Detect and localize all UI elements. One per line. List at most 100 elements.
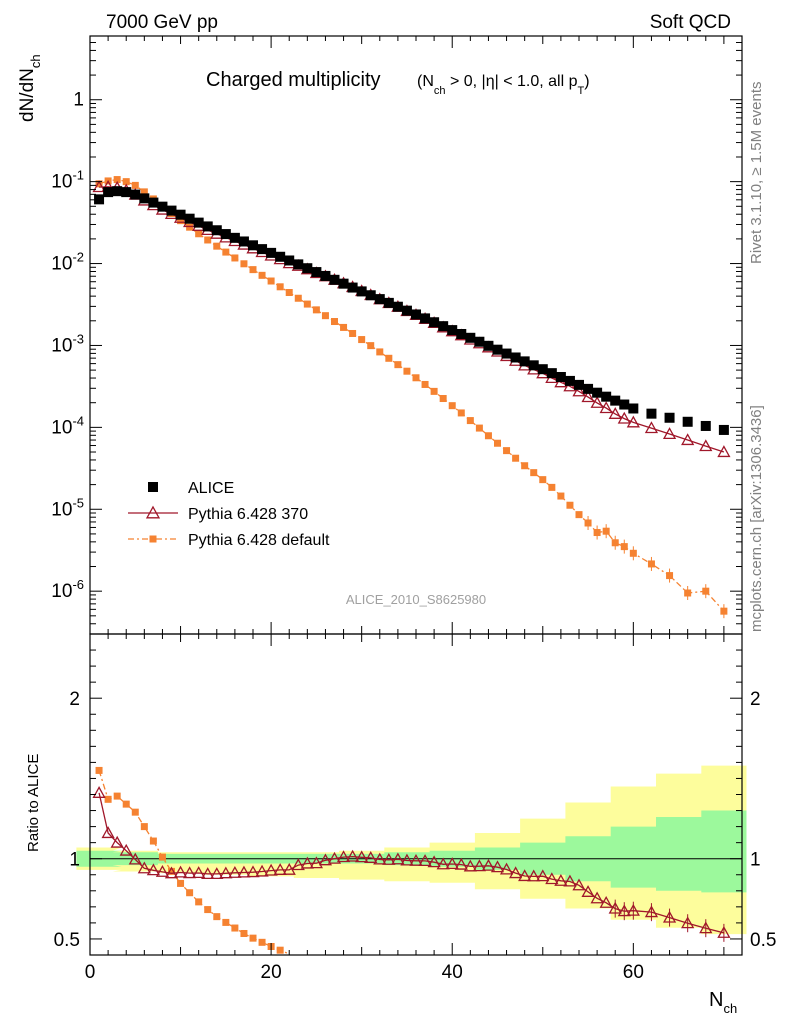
ratio-point-pythia-370	[210, 867, 224, 879]
point-pythia-default	[566, 501, 574, 509]
ratio-point-pythia-370	[608, 901, 622, 914]
point-alice	[266, 247, 277, 258]
point-alice	[112, 186, 123, 197]
point-alice	[148, 197, 159, 208]
ratio-point-pythia-370	[472, 859, 486, 872]
main-ylabel: dN/dNch	[17, 54, 43, 122]
ratio-point-pythia-default	[231, 924, 239, 932]
ratio-point-pythia-370	[300, 856, 314, 869]
point-alice	[392, 301, 403, 312]
side-label-mcplots: mcplots.cern.ch [arXiv:1306.3436]	[748, 405, 765, 632]
ratio-point-pythia-default	[204, 906, 212, 914]
point-alice	[284, 255, 295, 266]
point-alice	[248, 240, 258, 251]
point-alice	[718, 424, 729, 435]
y-tick-label: 10-4	[51, 413, 84, 438]
point-pythia-default	[321, 312, 329, 320]
ratio-point-pythia-370	[681, 916, 695, 929]
point-pythia-default	[539, 476, 547, 484]
point-pythia-default	[602, 527, 610, 535]
point-pythia-default	[231, 254, 239, 262]
ratio-point-pythia-370	[364, 851, 378, 863]
ratio-point-pythia-370	[418, 854, 432, 866]
point-alice	[365, 290, 376, 301]
point-pythia-default	[385, 354, 393, 362]
point-alice	[166, 205, 177, 216]
legend-marker-alice	[148, 482, 158, 492]
point-pythia-default	[376, 348, 384, 356]
point-alice	[311, 267, 322, 278]
point-alice	[592, 387, 603, 398]
ratio-band-inner	[76, 810, 747, 893]
xlabel: Nch	[709, 989, 737, 1016]
main-title-sub: (Nch > 0, |η| < 1.0, all pT)	[417, 73, 590, 97]
point-pythia-default	[403, 367, 411, 375]
x-tick-label: 60	[623, 962, 644, 983]
ratio-point-pythia-default	[131, 808, 139, 816]
point-alice	[374, 294, 385, 305]
point-pythia-default	[720, 607, 728, 615]
ratio-point-pythia-370	[662, 910, 677, 923]
ratio-point-pythia-370	[391, 852, 405, 865]
legend-label: ALICE	[188, 480, 234, 497]
point-alice	[401, 305, 412, 316]
ratio-point-pythia-default	[276, 946, 284, 954]
point-alice	[601, 391, 612, 402]
point-pythia-default	[684, 589, 692, 597]
point-pythia-370	[608, 407, 622, 419]
y-tick-label: 10-6	[51, 577, 84, 602]
ratio-y-tick-label: 1	[69, 850, 80, 871]
point-alice	[383, 297, 394, 308]
point-pythia-default	[204, 236, 212, 244]
point-pythia-default	[240, 260, 248, 268]
ratio-y-tick-label-right: 1	[750, 850, 761, 871]
ratio-panel	[76, 765, 747, 955]
ratio-y-tick-label-right: 2	[750, 689, 761, 710]
point-alice	[293, 259, 304, 270]
point-pythia-default	[213, 242, 221, 250]
ratio-point-pythia-370	[509, 866, 523, 879]
point-alice	[483, 340, 494, 351]
point-pythia-default	[457, 409, 465, 417]
point-alice	[510, 352, 521, 363]
point-alice	[220, 229, 231, 240]
point-alice	[130, 189, 141, 200]
x-tick-label: 40	[442, 962, 463, 983]
ratio-point-pythia-370	[309, 856, 323, 869]
point-alice	[157, 201, 168, 212]
point-pythia-default	[358, 336, 366, 344]
point-alice	[583, 383, 594, 394]
point-alice	[519, 356, 530, 367]
ratio-point-pythia-default	[249, 934, 257, 942]
x-tick-label: 20	[261, 962, 282, 983]
point-pythia-370	[681, 433, 695, 446]
point-pythia-default	[575, 511, 583, 519]
point-pythia-default	[584, 519, 592, 527]
point-alice	[474, 336, 485, 347]
point-alice	[628, 403, 639, 414]
y-tick-label: 10-2	[51, 250, 84, 275]
ratio-point-pythia-default	[168, 867, 175, 875]
point-alice	[320, 270, 331, 281]
ratio-point-pythia-370	[192, 866, 206, 879]
ratio-point-pythia-370	[173, 865, 188, 878]
ratio-point-pythia-default	[104, 795, 112, 803]
point-alice	[555, 371, 566, 382]
ratio-point-pythia-370	[237, 865, 251, 878]
point-pythia-default	[666, 572, 674, 580]
ratio-point-pythia-370	[255, 864, 269, 877]
point-pythia-default	[702, 587, 710, 595]
point-pythia-default	[620, 543, 628, 551]
ratio-point-pythia-370	[427, 855, 441, 868]
legend-label: Pythia 6.428 370	[188, 506, 308, 523]
point-alice	[184, 213, 195, 224]
ratio-y-tick-label-right: 0.5	[750, 930, 776, 951]
point-alice	[139, 193, 150, 204]
point-pythia-370	[581, 390, 595, 403]
point-pythia-default	[131, 181, 139, 189]
point-pythia-default	[484, 432, 492, 440]
point-alice	[420, 313, 431, 324]
point-pythia-370	[662, 427, 677, 440]
ratio-point-pythia-370	[246, 865, 260, 878]
point-pythia-default	[611, 539, 619, 547]
